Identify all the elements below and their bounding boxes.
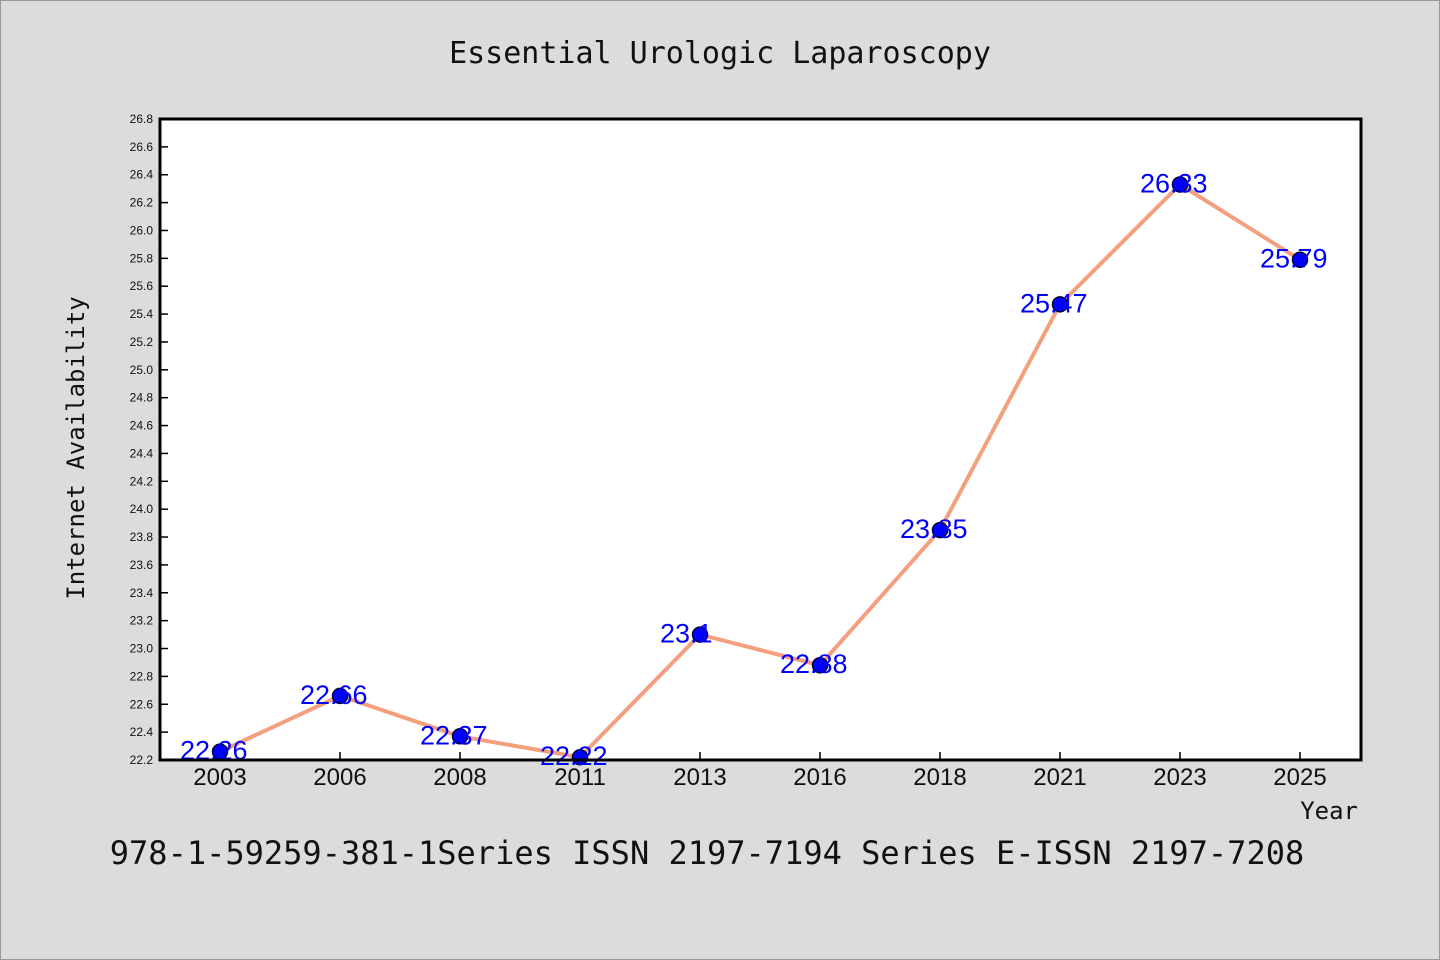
data-label: 23.1 xyxy=(660,619,713,649)
y-tick-label: 24.0 xyxy=(130,502,154,516)
y-tick-label: 23.4 xyxy=(130,586,154,600)
x-tick-label: 2006 xyxy=(313,764,366,791)
y-tick-label: 24.6 xyxy=(130,419,154,433)
y-tick-label: 24.8 xyxy=(130,391,154,405)
x-tick-label: 2016 xyxy=(793,764,846,791)
data-point xyxy=(811,656,829,674)
y-tick-label: 26.2 xyxy=(130,196,154,210)
data-label: 22.22 xyxy=(540,741,608,771)
data-point xyxy=(331,687,349,705)
y-axis-title: Internet Availability xyxy=(62,296,90,599)
data-point xyxy=(1051,296,1069,313)
data-point xyxy=(1291,251,1309,268)
y-tick-label: 23.0 xyxy=(130,642,154,656)
chart-title: Essential Urologic Laparoscopy xyxy=(449,36,991,71)
data-label: 26.33 xyxy=(1140,168,1208,198)
footer-isbn-issn: 978-1-59259-381-1Series ISSN 2197-7194 S… xyxy=(110,834,1304,872)
x-tick-label: 2003 xyxy=(193,764,246,791)
x-tick-label: 2021 xyxy=(1033,764,1086,791)
data-label: 22.88 xyxy=(780,649,848,679)
data-point xyxy=(691,626,709,643)
series-markers xyxy=(211,176,1309,766)
y-tick-label: 25.8 xyxy=(130,251,154,265)
plot-border xyxy=(158,117,1363,762)
x-tick-label: 2018 xyxy=(913,764,966,791)
y-tick-label: 23.2 xyxy=(130,614,154,628)
series-line xyxy=(218,182,1302,760)
y-tick-label: 26.4 xyxy=(130,168,154,182)
y-tick-label: 22.4 xyxy=(130,725,154,739)
y-tick-label: 23.6 xyxy=(130,558,154,572)
y-tick-label: 25.0 xyxy=(130,363,154,377)
x-axis-title: Year xyxy=(1300,797,1358,825)
data-label: 25.79 xyxy=(1260,244,1328,274)
data-label: 23.85 xyxy=(900,514,968,544)
y-tick-label: 25.6 xyxy=(130,279,154,293)
data-point xyxy=(1171,176,1189,193)
y-tick-label: 26.6 xyxy=(130,140,154,154)
y-tick-label: 26.0 xyxy=(130,223,154,237)
plot-area xyxy=(160,119,1361,760)
y-tick-label: 26.8 xyxy=(130,112,154,126)
y-tick-label: 24.2 xyxy=(130,474,154,488)
x-tick-label: 2025 xyxy=(1273,764,1326,791)
y-tick-label: 22.8 xyxy=(130,669,154,683)
data-point xyxy=(451,728,469,745)
data-label: 25.47 xyxy=(1020,288,1088,318)
x-tick-label: 2011 xyxy=(554,764,606,791)
data-point xyxy=(931,521,949,539)
x-axis-ticks: 2003 2006 2008 2011 2013 2016 2018 2021 2023 2025 xyxy=(193,752,1327,791)
x-tick-label: 2008 xyxy=(433,764,486,791)
y-tick-label: 25.4 xyxy=(130,307,154,321)
y-tick-label: 24.4 xyxy=(130,446,154,460)
x-tick-label: 2023 xyxy=(1153,764,1206,791)
y-tick-label: 22.2 xyxy=(130,753,154,767)
x-tick-label: 2013 xyxy=(673,764,726,791)
data-label: 22.66 xyxy=(300,680,368,710)
data-label: 22.37 xyxy=(420,720,488,750)
y-tick-label: 23.8 xyxy=(130,530,154,544)
y-tick-label: 22.6 xyxy=(130,697,154,711)
y-tick-label: 25.2 xyxy=(130,335,154,349)
data-labels: 22.2622.6622.3722.2223.122.8823.8525.472… xyxy=(180,168,1328,771)
